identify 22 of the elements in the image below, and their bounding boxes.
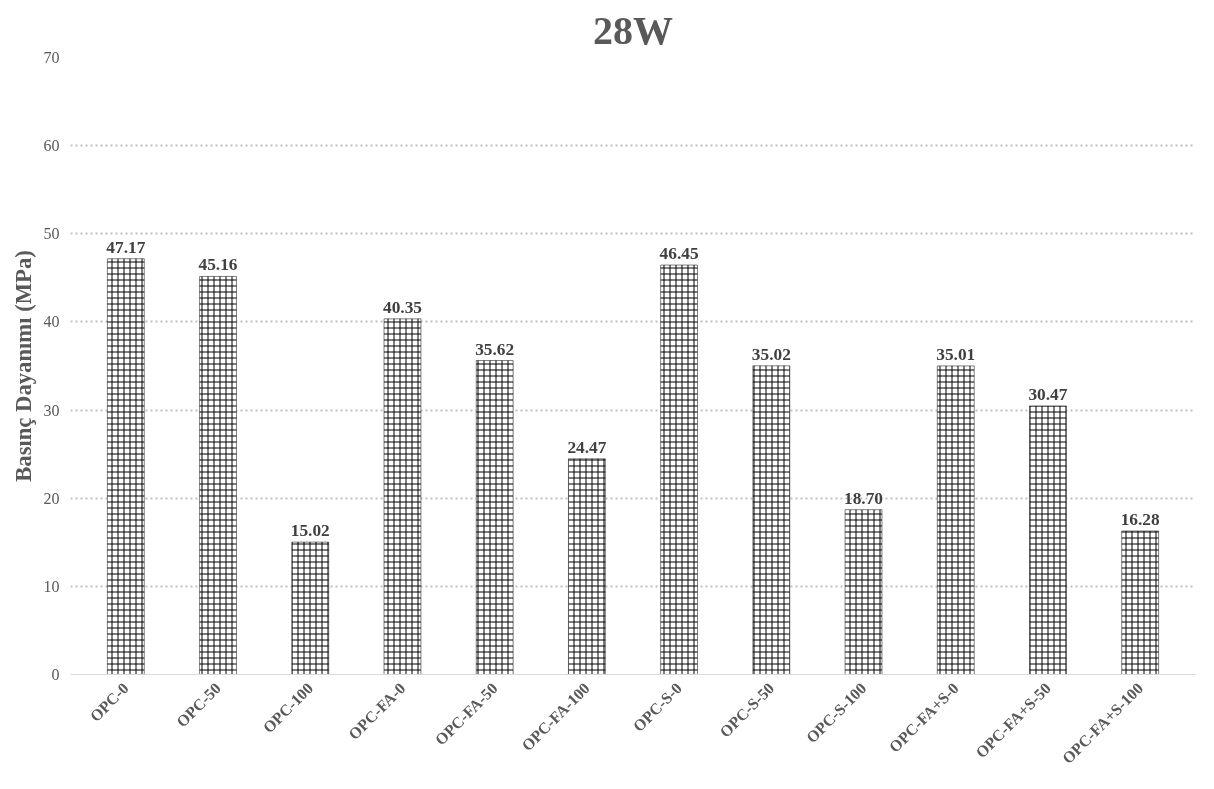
y-tick-label: 0 bbox=[51, 666, 60, 683]
chart-title: 28W bbox=[593, 7, 673, 53]
data-label: 35.62 bbox=[475, 339, 515, 359]
data-label: 47.17 bbox=[106, 237, 146, 257]
y-tick-label: 10 bbox=[43, 577, 60, 595]
data-label: 18.70 bbox=[844, 488, 884, 508]
data-label: 16.28 bbox=[1120, 510, 1160, 529]
y-tick-label: 20 bbox=[43, 489, 60, 507]
y-axis-title: Basınç Dayanımı (MPa) bbox=[10, 250, 36, 482]
data-label: 15.02 bbox=[290, 521, 330, 541]
data-label: 45.16 bbox=[198, 255, 238, 275]
y-tick-label: 30 bbox=[43, 401, 60, 419]
data-label: 46.45 bbox=[659, 244, 699, 264]
y-tick-label: 40 bbox=[43, 313, 60, 331]
y-tick-label: 70 bbox=[43, 49, 60, 66]
y-tick-label: 60 bbox=[43, 137, 60, 155]
data-label: 24.47 bbox=[567, 437, 607, 457]
data-label: 30.47 bbox=[1028, 384, 1068, 404]
y-tick-label: 50 bbox=[43, 225, 60, 243]
data-label: 35.02 bbox=[751, 344, 791, 364]
data-label: 40.35 bbox=[382, 297, 423, 317]
data-label: 35.01 bbox=[936, 344, 976, 364]
